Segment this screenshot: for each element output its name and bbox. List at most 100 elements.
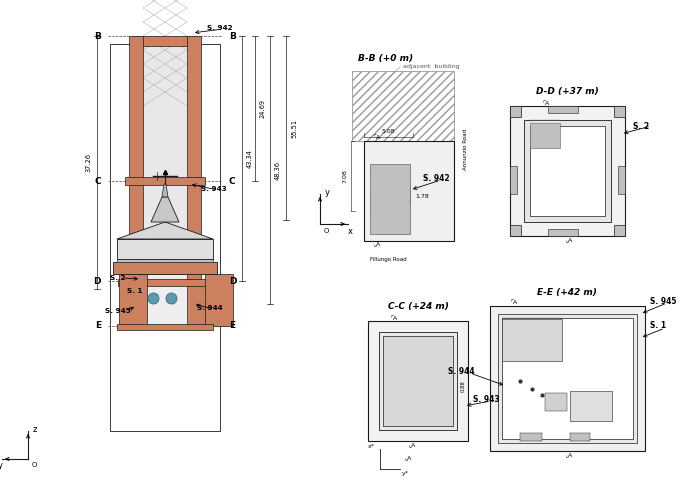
Bar xyxy=(151,243,163,271)
Text: $\llcorner$A: $\llcorner$A xyxy=(565,452,574,460)
Text: E-E (+42 m): E-E (+42 m) xyxy=(537,288,597,297)
Bar xyxy=(169,243,181,271)
Text: y: y xyxy=(0,461,3,469)
Bar xyxy=(117,259,213,262)
Bar xyxy=(118,279,212,286)
Text: $\ulcorner$A: $\ulcorner$A xyxy=(542,98,551,107)
Bar xyxy=(548,106,578,113)
Bar xyxy=(121,281,143,326)
Text: E: E xyxy=(229,322,235,330)
Text: C: C xyxy=(229,176,236,186)
Text: $\ulcorner$A: $\ulcorner$A xyxy=(390,312,399,322)
Text: B: B xyxy=(229,31,236,40)
Text: $\llcorner$A: $\llcorner$A xyxy=(373,241,382,249)
Text: x: x xyxy=(347,226,353,236)
Bar xyxy=(510,166,517,194)
Text: D-D (+37 m): D-D (+37 m) xyxy=(536,86,599,96)
Bar xyxy=(379,332,457,430)
Text: y*: y* xyxy=(402,470,409,475)
Bar xyxy=(364,141,454,241)
Bar xyxy=(510,106,521,117)
Bar xyxy=(520,433,542,441)
Text: S. 943: S. 943 xyxy=(473,394,499,404)
Bar xyxy=(157,236,173,246)
Bar xyxy=(618,166,625,194)
Bar xyxy=(157,249,173,259)
Text: S. 1: S. 1 xyxy=(650,322,666,330)
Text: 5.08: 5.08 xyxy=(381,129,395,134)
Text: S. 942: S. 942 xyxy=(207,25,233,31)
Text: B: B xyxy=(94,31,101,40)
Text: S. 1: S. 1 xyxy=(127,288,142,294)
Text: D: D xyxy=(229,276,236,285)
Text: z: z xyxy=(33,425,38,434)
Text: S. 945: S. 945 xyxy=(105,308,131,314)
Bar xyxy=(187,181,201,281)
Bar xyxy=(524,120,611,222)
Bar xyxy=(125,177,205,185)
Text: S. 944: S. 944 xyxy=(197,305,223,311)
Bar xyxy=(129,36,143,181)
Text: 0.88: 0.88 xyxy=(460,380,466,392)
Text: C: C xyxy=(95,176,101,186)
Text: 7.08: 7.08 xyxy=(342,169,347,183)
Bar xyxy=(498,314,637,443)
Text: 1.78: 1.78 xyxy=(415,193,429,198)
Bar xyxy=(530,123,560,148)
Bar xyxy=(614,106,625,117)
Text: 55.51: 55.51 xyxy=(291,118,297,137)
Bar xyxy=(187,36,201,181)
Bar xyxy=(352,71,454,141)
Text: 24.69: 24.69 xyxy=(260,99,266,118)
Text: x*: x* xyxy=(368,444,375,449)
Text: 37.26: 37.26 xyxy=(86,153,92,172)
Text: S. 2: S. 2 xyxy=(633,121,649,131)
Text: B-B (+0 m): B-B (+0 m) xyxy=(358,54,414,62)
Bar xyxy=(545,393,567,411)
Bar xyxy=(143,181,187,281)
Bar xyxy=(133,36,197,46)
Text: S. 944: S. 944 xyxy=(448,366,475,376)
Polygon shape xyxy=(162,184,168,197)
Bar xyxy=(143,36,187,181)
Bar xyxy=(370,164,410,234)
Bar xyxy=(490,306,645,451)
Bar xyxy=(143,36,187,181)
Text: O: O xyxy=(32,462,38,468)
Text: S. 942: S. 942 xyxy=(423,173,449,183)
Bar xyxy=(368,321,468,441)
Bar xyxy=(502,318,633,439)
Text: S. 2: S. 2 xyxy=(110,275,125,281)
Bar xyxy=(143,274,187,326)
Bar xyxy=(187,281,209,326)
Bar xyxy=(129,181,143,281)
Text: O: O xyxy=(324,228,329,234)
Bar xyxy=(117,324,213,330)
Bar xyxy=(510,106,625,236)
Bar xyxy=(548,229,578,236)
Text: Annunzio Road: Annunzio Road xyxy=(464,129,469,169)
Bar xyxy=(614,225,625,236)
Text: $\llcorner$A: $\llcorner$A xyxy=(404,455,413,463)
Text: $\llcorner$A: $\llcorner$A xyxy=(565,237,574,245)
Text: $\ulcorner$A: $\ulcorner$A xyxy=(373,132,382,140)
Text: $\ulcorner$A: $\ulcorner$A xyxy=(510,298,519,306)
Bar xyxy=(570,391,612,421)
Text: S. 945: S. 945 xyxy=(650,297,677,305)
Bar xyxy=(205,274,233,326)
Text: y: y xyxy=(325,188,330,196)
Text: 43.34: 43.34 xyxy=(247,149,253,168)
Text: Fillungo Road: Fillungo Road xyxy=(370,257,406,263)
Text: $\llcorner$A: $\llcorner$A xyxy=(408,442,417,450)
Text: C-C (+24 m): C-C (+24 m) xyxy=(388,302,449,311)
Bar xyxy=(117,239,213,259)
Text: adjacent  building: adjacent building xyxy=(403,63,460,69)
Text: D: D xyxy=(93,276,101,285)
Polygon shape xyxy=(117,222,213,239)
Bar xyxy=(502,319,562,361)
Bar xyxy=(113,262,217,274)
Bar xyxy=(157,263,173,273)
Bar xyxy=(530,126,605,216)
Text: 48.36: 48.36 xyxy=(275,161,281,180)
Bar xyxy=(510,225,521,236)
